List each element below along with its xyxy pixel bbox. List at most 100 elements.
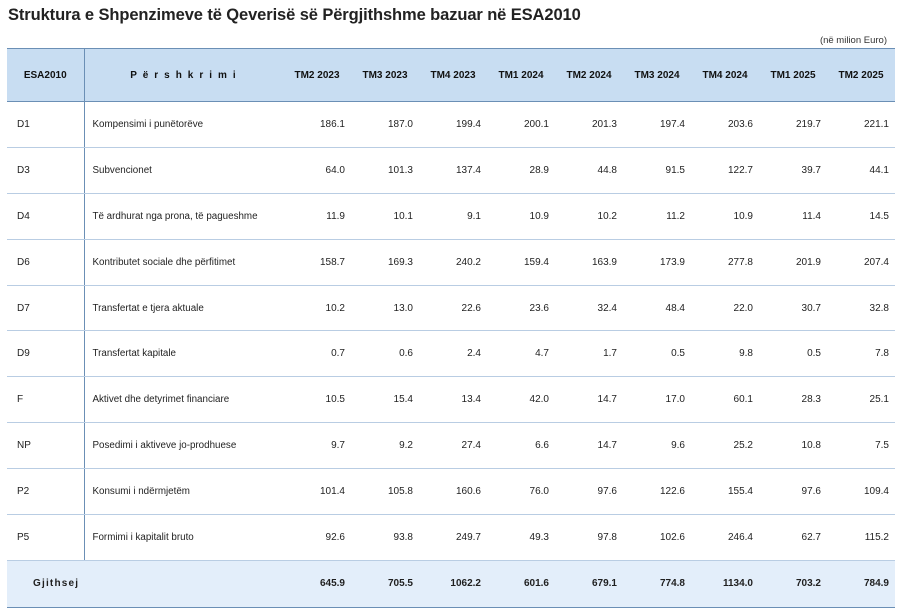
- row-value: 0.7: [283, 330, 351, 378]
- row-value: 155.4: [691, 468, 759, 516]
- row-description: Formimi i kapitalit bruto: [84, 514, 283, 561]
- row-value: 160.6: [419, 468, 487, 516]
- row-value: 246.4: [691, 514, 759, 561]
- row-value: 7.8: [827, 330, 895, 378]
- row-code: D3: [7, 147, 85, 194]
- row-value: 28.9: [487, 147, 555, 194]
- row-value: 9.6: [623, 422, 691, 470]
- row-value: 32.4: [555, 285, 623, 332]
- row-value: 187.0: [351, 101, 419, 148]
- row-value: 10.8: [759, 422, 827, 470]
- row-value: 17.0: [623, 376, 691, 424]
- row-code: D9: [7, 330, 85, 378]
- total-value: 1134.0: [691, 560, 759, 608]
- row-value: 27.4: [419, 422, 487, 470]
- total-value: 703.2: [759, 560, 827, 608]
- row-value: 48.4: [623, 285, 691, 332]
- row-value: 207.4: [827, 239, 895, 286]
- header-period: TM4 2024: [691, 48, 759, 102]
- row-description: Transfertat kapitale: [84, 330, 283, 378]
- table-row: NP Posedimi i aktiveve jo-prodhuese 9.7 9.2…: [7, 422, 895, 470]
- row-code: D1: [7, 101, 85, 148]
- row-description: Subvencionet: [84, 147, 283, 194]
- table-header-row: ESA2010 P ë r s h k r i m i TM2 2023 TM3…: [7, 48, 895, 102]
- row-value: 169.3: [351, 239, 419, 286]
- row-value: 10.9: [487, 193, 555, 240]
- row-value: 9.2: [351, 422, 419, 470]
- row-value: 11.2: [623, 193, 691, 240]
- row-value: 91.5: [623, 147, 691, 194]
- row-description: Të ardhurat nga prona, të pagueshme: [84, 193, 283, 240]
- row-value: 13.4: [419, 376, 487, 424]
- row-value: 30.7: [759, 285, 827, 332]
- row-value: 115.2: [827, 514, 895, 561]
- total-label: Gjithsej: [7, 560, 283, 608]
- total-value: 679.1: [555, 560, 623, 608]
- row-value: 277.8: [691, 239, 759, 286]
- table-row: D9 Transfertat kapitale 0.7 0.6 2.4 4.7 1.7 0.5…: [7, 330, 895, 378]
- row-code: P5: [7, 514, 85, 561]
- row-value: 28.3: [759, 376, 827, 424]
- table-row: D7 Transfertat e tjera aktuale 10.2 13.0 22.…: [7, 285, 895, 332]
- row-code: D4: [7, 193, 85, 240]
- row-value: 64.0: [283, 147, 351, 194]
- row-value: 7.5: [827, 422, 895, 470]
- row-value: 221.1: [827, 101, 895, 148]
- header-period: TM1 2025: [759, 48, 827, 102]
- row-value: 122.7: [691, 147, 759, 194]
- row-value: 173.9: [623, 239, 691, 286]
- row-value: 0.5: [623, 330, 691, 378]
- row-value: 203.6: [691, 101, 759, 148]
- header-period: TM2 2024: [555, 48, 623, 102]
- row-value: 10.9: [691, 193, 759, 240]
- row-value: 240.2: [419, 239, 487, 286]
- row-value: 159.4: [487, 239, 555, 286]
- row-value: 1.7: [555, 330, 623, 378]
- header-code: ESA2010: [7, 48, 85, 102]
- row-value: 101.4: [283, 468, 351, 516]
- row-value: 201.3: [555, 101, 623, 148]
- header-period: TM4 2023: [419, 48, 487, 102]
- table-row: D3 Subvencionet 64.0 101.3 137.4 28.9 44.8 91.5…: [7, 147, 895, 194]
- row-value: 0.5: [759, 330, 827, 378]
- row-value: 60.1: [691, 376, 759, 424]
- row-value: 44.8: [555, 147, 623, 194]
- row-code: D6: [7, 239, 85, 286]
- row-value: 97.6: [555, 468, 623, 516]
- row-value: 9.8: [691, 330, 759, 378]
- total-value: 784.9: [827, 560, 895, 608]
- row-value: 219.7: [759, 101, 827, 148]
- row-description: Konsumi i ndërmjetëm: [84, 468, 283, 516]
- row-value: 97.6: [759, 468, 827, 516]
- row-value: 14.7: [555, 422, 623, 470]
- table-row: F Aktivet dhe detyrimet financiare 10.5 15.…: [7, 376, 895, 424]
- table-body: D1 Kompensimi i punëtorëve 186.1 187.0 199.4…: [7, 101, 895, 608]
- row-value: 14.5: [827, 193, 895, 240]
- row-value: 2.4: [419, 330, 487, 378]
- row-value: 42.0: [487, 376, 555, 424]
- row-value: 13.0: [351, 285, 419, 332]
- row-value: 76.0: [487, 468, 555, 516]
- row-value: 186.1: [283, 101, 351, 148]
- row-code: NP: [7, 422, 85, 470]
- row-value: 9.7: [283, 422, 351, 470]
- row-value: 44.1: [827, 147, 895, 194]
- row-value: 32.8: [827, 285, 895, 332]
- row-value: 93.8: [351, 514, 419, 561]
- total-value: 601.6: [487, 560, 555, 608]
- row-description: Kompensimi i punëtorëve: [84, 101, 283, 148]
- expenditure-table: ESA2010 P ë r s h k r i m i TM2 2023 TM3…: [7, 48, 895, 608]
- row-value: 22.0: [691, 285, 759, 332]
- row-value: 25.1: [827, 376, 895, 424]
- row-value: 197.4: [623, 101, 691, 148]
- row-value: 97.8: [555, 514, 623, 561]
- row-value: 11.4: [759, 193, 827, 240]
- row-value: 137.4: [419, 147, 487, 194]
- row-description: Aktivet dhe detyrimet financiare: [84, 376, 283, 424]
- table-row: D1 Kompensimi i punëtorëve 186.1 187.0 199.4…: [7, 101, 895, 148]
- header-period: TM3 2023: [351, 48, 419, 102]
- row-value: 201.9: [759, 239, 827, 286]
- row-value: 92.6: [283, 514, 351, 561]
- row-value: 22.6: [419, 285, 487, 332]
- table-row: D4 Të ardhurat nga prona, të pagueshme 11.…: [7, 193, 895, 240]
